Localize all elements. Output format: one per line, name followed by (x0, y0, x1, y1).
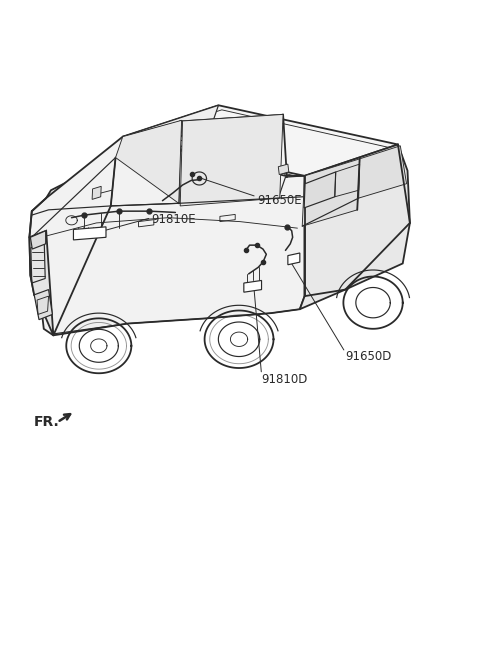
Polygon shape (304, 172, 336, 208)
Text: 91810E: 91810E (152, 213, 196, 226)
Polygon shape (29, 231, 53, 335)
Text: 91650D: 91650D (345, 350, 392, 364)
Polygon shape (34, 290, 52, 320)
Text: FR.: FR. (34, 415, 60, 429)
Polygon shape (180, 115, 283, 206)
Polygon shape (73, 227, 106, 240)
Polygon shape (244, 280, 262, 292)
Polygon shape (92, 186, 101, 199)
Polygon shape (116, 105, 218, 158)
Polygon shape (123, 105, 398, 176)
Polygon shape (278, 164, 289, 174)
Text: 91810D: 91810D (262, 373, 308, 386)
Polygon shape (300, 145, 410, 309)
Polygon shape (29, 137, 305, 335)
Polygon shape (116, 121, 181, 203)
Polygon shape (288, 253, 300, 265)
Polygon shape (359, 146, 407, 198)
Polygon shape (302, 159, 360, 226)
Polygon shape (46, 126, 211, 198)
Text: 91650E: 91650E (257, 193, 301, 206)
Polygon shape (30, 231, 46, 249)
